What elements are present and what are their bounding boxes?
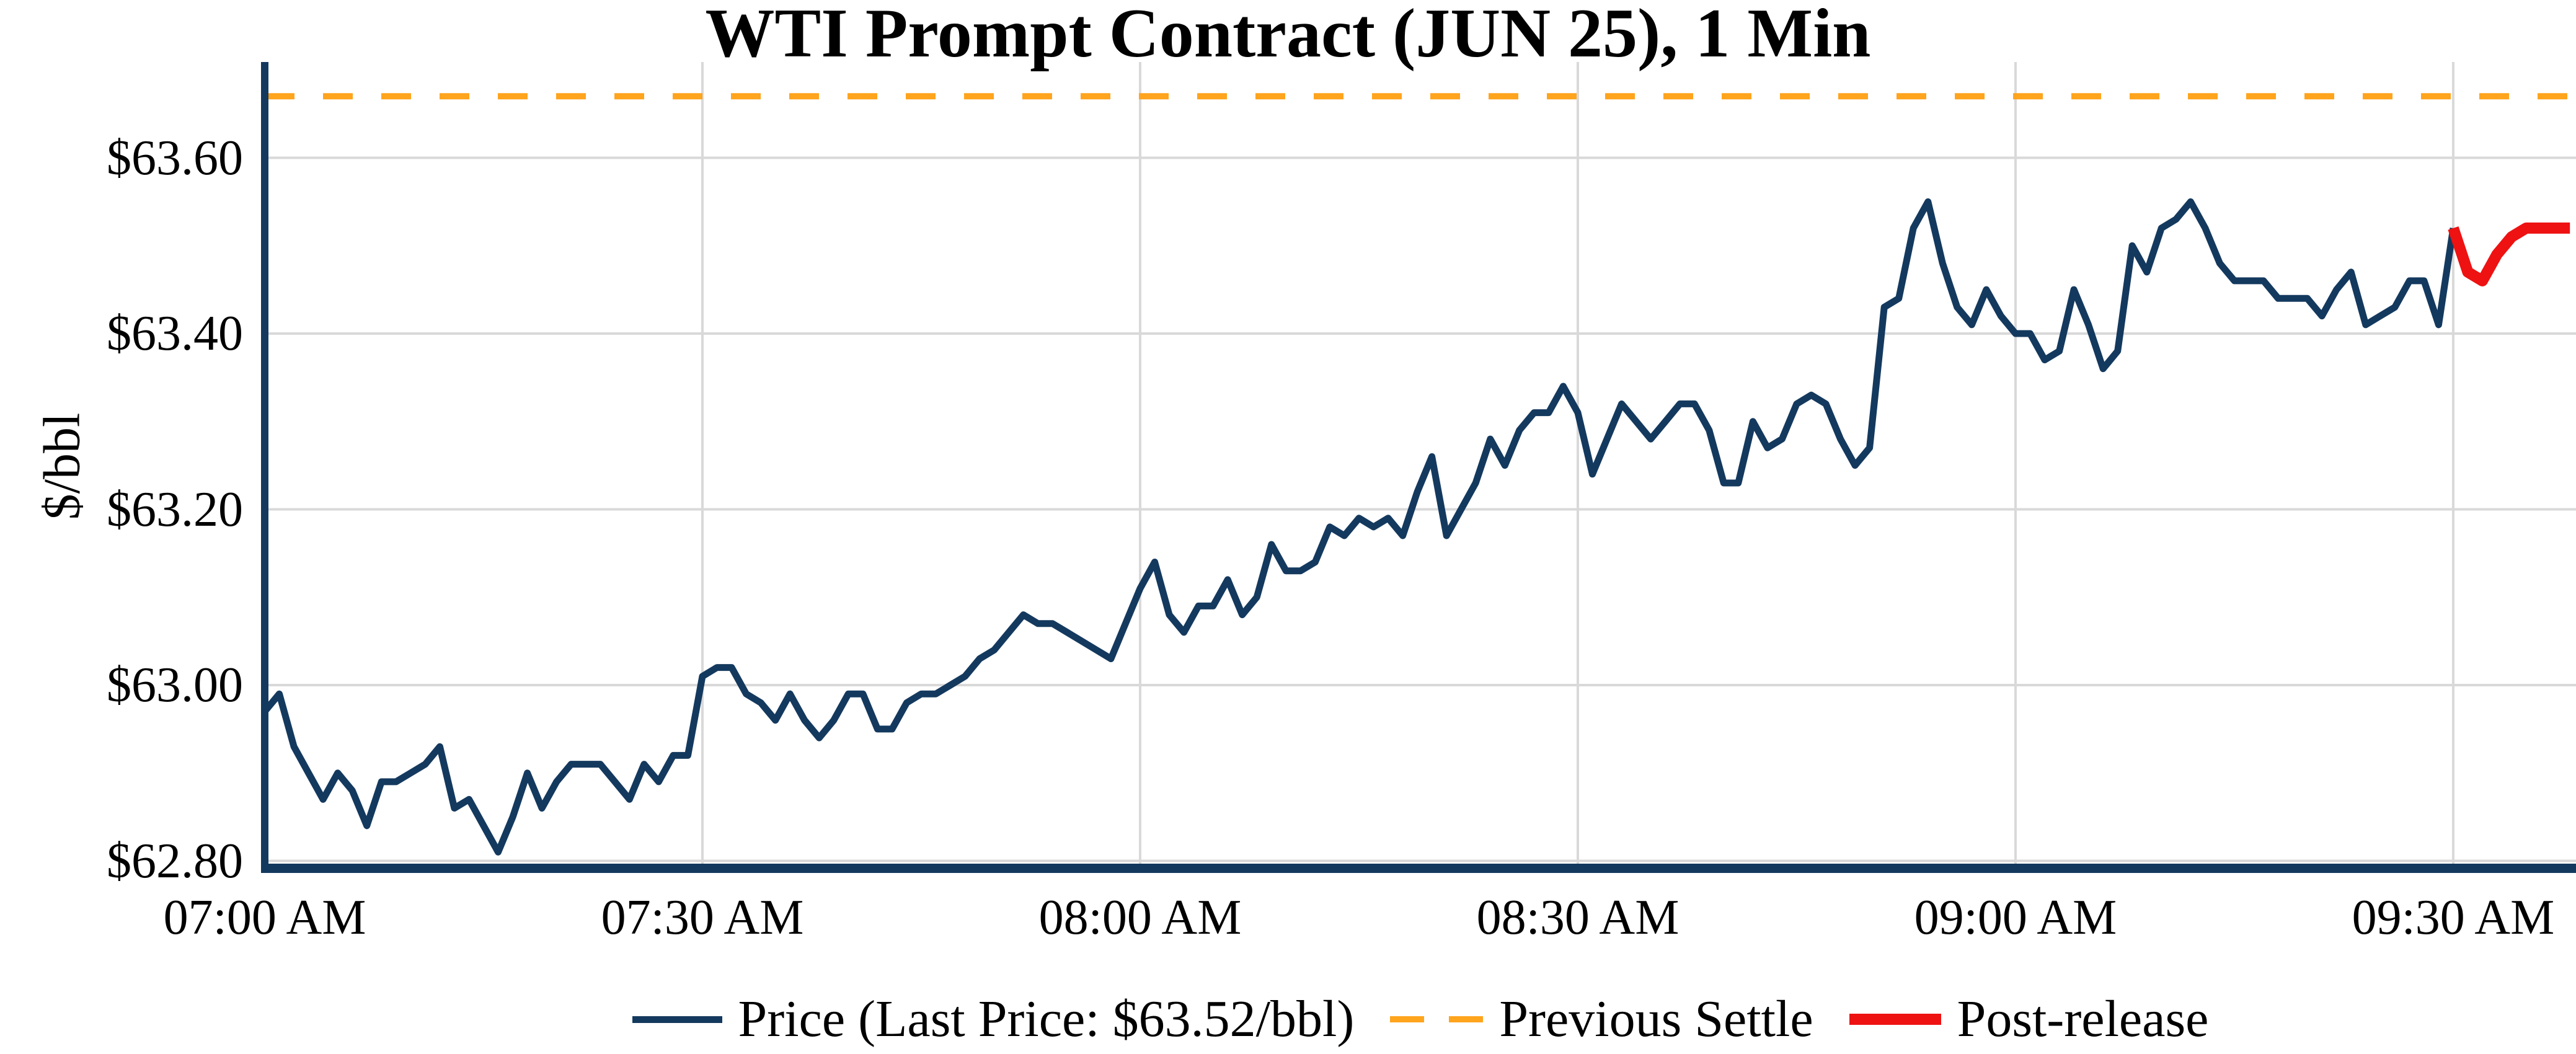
x-tick-label: 07:00 AM — [163, 890, 366, 945]
x-tick-label: 08:30 AM — [1476, 890, 1680, 945]
legend: Price (Last Price: $63.52/bbl) Previous … — [265, 991, 2576, 1048]
x-tick-label: 09:30 AM — [2352, 890, 2555, 945]
chart-title: WTI Prompt Contract (JUN 25), 1 Min — [705, 0, 1871, 72]
legend-item-post-release: Post-release — [1849, 990, 2209, 1048]
y-axis-spine — [261, 62, 268, 872]
price-line-swatch-icon — [632, 1016, 722, 1023]
legend-item-price: Price (Last Price: $63.52/bbl) — [632, 990, 1355, 1048]
x-tick-label: 09:00 AM — [1914, 890, 2117, 945]
post-release-line — [2448, 222, 2570, 286]
x-tick-label: 08:00 AM — [1038, 890, 1242, 945]
y-tick-label: $63.00 — [107, 658, 243, 712]
y-tick-label: $63.20 — [107, 482, 243, 537]
x-axis-spine — [261, 864, 2576, 873]
previous-settle-swatch-icon — [1390, 1016, 1484, 1022]
legend-label-price: Price (Last Price: $63.52/bbl) — [738, 990, 1355, 1048]
legend-label-previous-settle: Previous Settle — [1499, 990, 1813, 1048]
y-tick-label: $63.40 — [107, 306, 243, 361]
legend-item-previous-settle: Previous Settle — [1390, 991, 1813, 1048]
legend-label-post-release: Post-release — [1957, 990, 2209, 1048]
price-line — [262, 198, 2457, 856]
post-release-swatch-icon — [1849, 1014, 1941, 1025]
y-tick-label: $63.60 — [107, 130, 243, 185]
y-tick-label: $62.80 — [107, 833, 243, 888]
x-tick-label: 07:30 AM — [601, 890, 804, 945]
